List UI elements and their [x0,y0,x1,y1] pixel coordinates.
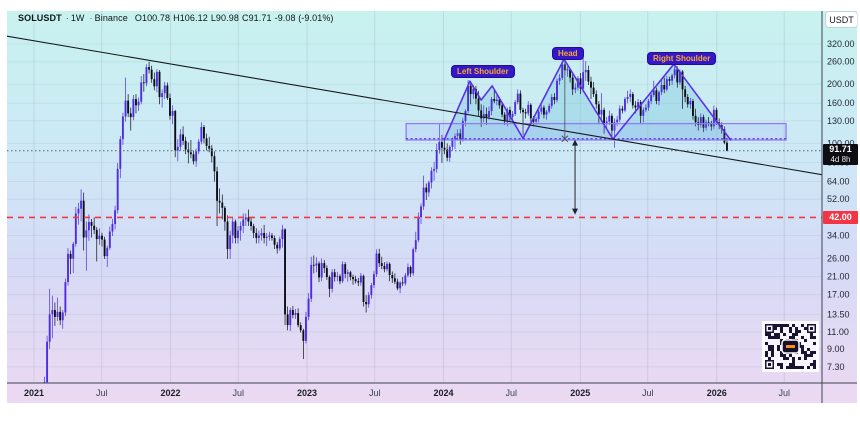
price-tick-label: 21.00 [827,272,850,282]
head-height-measure[interactable] [561,59,569,143]
time-tick-label: Jul [96,388,108,398]
time-tick-label: 2021 [24,388,44,398]
chart-background [7,11,857,403]
price-tick-label: 64.00 [827,176,850,186]
head-label[interactable]: Head [552,47,584,60]
interval-label[interactable]: 1W [70,13,85,23]
price-tick-label: 52.00 [827,194,850,204]
qr-code [762,321,819,372]
time-tick-label: 2024 [433,388,453,398]
price-tick-label: 130.00 [827,116,855,126]
time-tick-label: 2023 [297,388,317,398]
close-value: C91.71 [241,13,272,23]
descending-trendline[interactable] [0,35,822,176]
head-shoulders-zigzag[interactable] [443,58,732,141]
low-value: L90.98 [210,13,239,23]
time-tick-label: Jul [778,388,790,398]
current-price-badge: 91.71 4d 8h [823,144,858,165]
right-shoulder-label[interactable]: Right Shoulder [647,52,717,65]
price-tick-label: 26.00 [827,253,850,263]
bar-countdown: 4d 8h [830,155,851,164]
pattern-fill [444,59,731,141]
chart-header: SOLUSDT · 1W · Binance O100.78 H106.12 L90.98 C9… [18,13,337,23]
price-tick-label: 100.00 [827,138,855,148]
time-tick-label: 2026 [707,388,727,398]
price-tick-label: 200.00 [827,79,855,89]
price-tick-label: 9.00 [827,344,845,354]
target-projection-arrow[interactable] [572,139,579,215]
change-value: -9.08 (-9.01%) [274,13,334,23]
price-tick-label: 260.00 [827,57,855,67]
exchange-label: Binance [94,13,128,23]
candles-layer [43,57,728,383]
price-axis[interactable]: 320.00260.00200.00160.00130.00100.0080.0… [827,39,855,372]
currency-toggle-button[interactable]: USDT [826,12,857,27]
time-tick-label: 2022 [160,388,180,398]
time-axis[interactable]: 2021 Jul 2022 Jul 2023 Jul 2024 Jul 2025 Jul 2026 J… [24,388,790,398]
open-value: O100.78 [134,13,171,23]
price-tick-label: 11.00 [827,327,849,337]
time-tick-label: Jul [642,388,654,398]
current-price-value: 91.71 [829,144,852,154]
time-tick-label: Jul [505,388,517,398]
price-tick-label: 320.00 [827,39,855,49]
time-tick-label: 2025 [570,388,590,398]
left-shoulder-label[interactable]: Left Shoulder [451,65,515,78]
separator: · [89,13,93,23]
price-tick-label: 34.00 [827,230,850,240]
symbol-name[interactable]: SOLUSDT [18,13,62,23]
separator: · [65,13,69,23]
time-tick-label: Jul [232,388,244,398]
price-tick-label: 160.00 [827,98,855,108]
neckline-zone-box[interactable] [405,122,787,141]
price-tick-label: 17.00 [827,290,850,300]
price-tick-label: 13.50 [827,309,850,319]
alert-price-badge: 42.00 [823,211,858,224]
price-tick-label: 7.30 [827,362,845,372]
time-tick-label: Jul [369,388,381,398]
high-value: H106.12 [173,13,208,23]
